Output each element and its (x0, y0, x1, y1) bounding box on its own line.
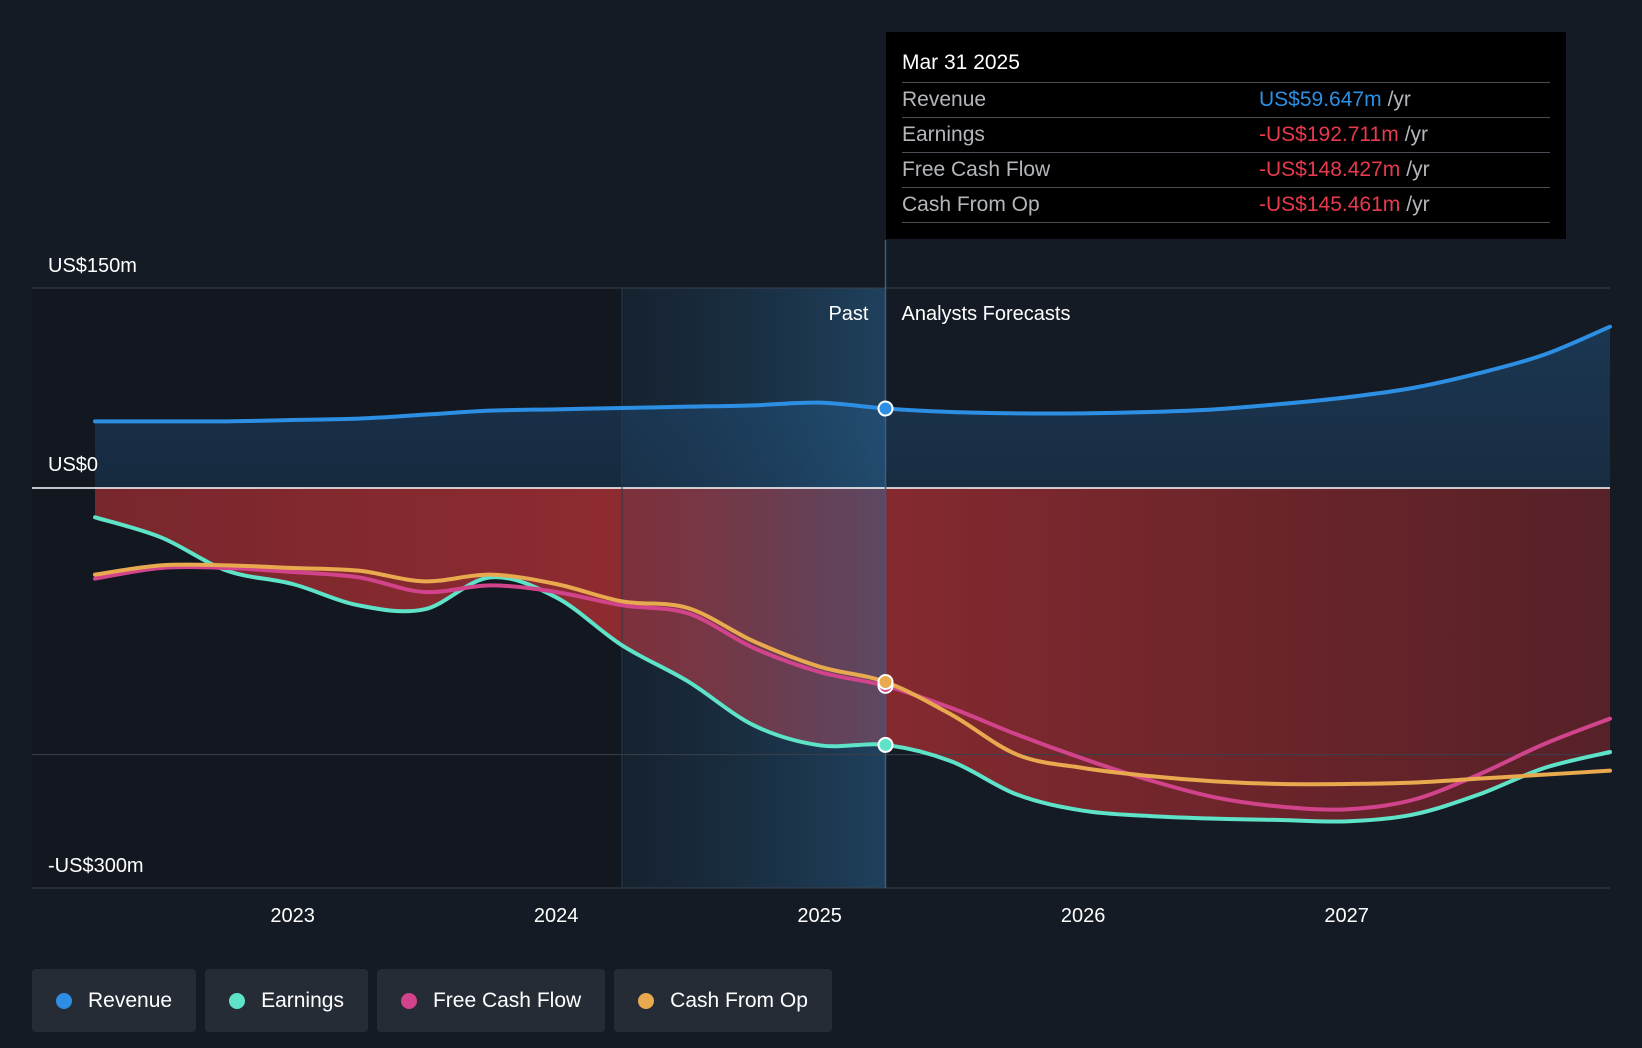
legend-label: Revenue (88, 988, 173, 1012)
tooltip-row-value: -US$192.711m (1259, 123, 1399, 146)
tooltip-row-label: Revenue (902, 88, 987, 111)
x-tick-label: 2026 (1061, 905, 1106, 927)
y-label-zero: US$0 (48, 454, 98, 476)
x-tick-label: 2023 (270, 905, 315, 927)
legend-dot-icon (229, 992, 246, 1009)
tooltip-row-value: -US$148.427m (1259, 158, 1401, 181)
legend-item-earnings[interactable]: Earnings (205, 969, 368, 1032)
legend-dot-icon (400, 992, 417, 1009)
legend-dot-icon (638, 992, 655, 1009)
legend: Revenue Earnings Free Cash Flow Cash From O… (32, 969, 832, 1032)
past-highlight-band (622, 288, 886, 888)
marker-earnings (877, 736, 894, 753)
tooltip-row-label: Free Cash Flow (902, 158, 1051, 181)
tooltip-row-label: Earnings (902, 123, 985, 146)
legend-dot-icon (56, 992, 72, 1009)
tooltip-date: Mar 31 2025 (902, 46, 1550, 83)
series-line-earnings (93, 515, 1612, 824)
legend-item-free-cash-flow[interactable]: Free Cash Flow (376, 969, 606, 1032)
tooltip-row-label: Cash From Op (902, 193, 1040, 216)
x-tick-label: 2024 (534, 905, 579, 927)
series-line-revenue (93, 324, 1612, 424)
tooltip-row-unit: /yr (1406, 193, 1430, 216)
tooltip-row: Earnings -US$192.711m/yr (902, 118, 1550, 153)
legend-item-cash-from-op[interactable]: Cash From Op (614, 969, 832, 1032)
forecast-label: Analysts Forecasts (902, 303, 1071, 325)
marker-revenue (877, 400, 894, 417)
past-label: Past (828, 303, 868, 325)
legend-label: Earnings (261, 988, 344, 1012)
legend-item-revenue[interactable]: Revenue (32, 969, 197, 1032)
tooltip-row-unit: /yr (1404, 123, 1429, 146)
x-tick-label: 2025 (797, 905, 842, 927)
y-label-bottom: -US$300m (48, 855, 144, 877)
legend-label: Cash From Op (670, 988, 808, 1012)
tooltip-row-value: -US$145.461m (1259, 193, 1401, 216)
tooltip: Mar 31 2025 Revenue US$59.647m/yr Earnings… (886, 32, 1566, 239)
tooltip-row-value: US$59.647m (1259, 88, 1382, 111)
marker-cash-from-op (877, 674, 894, 690)
tooltip-row: Revenue US$59.647m/yr (902, 83, 1550, 118)
legend-label: Free Cash Flow (432, 988, 582, 1012)
tooltip-row-unit: /yr (1406, 158, 1430, 181)
y-label-top: US$150m (48, 255, 137, 277)
series-line-free-cash-flow (93, 565, 1612, 812)
tooltip-row-unit: /yr (1387, 88, 1411, 111)
x-tick-label: 2027 (1324, 905, 1369, 927)
tooltip-row: Free Cash Flow -US$148.427m/yr (902, 153, 1550, 188)
series-line-cash-from-op (93, 562, 1612, 787)
tooltip-row: Cash From Op -US$145.461m/yr (902, 188, 1550, 223)
